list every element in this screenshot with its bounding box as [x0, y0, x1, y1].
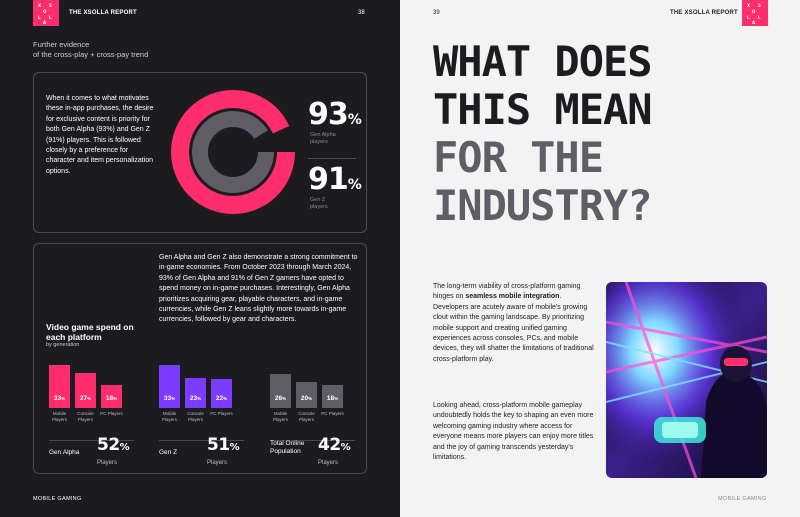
chart-subtitle: by generation [46, 342, 80, 348]
group-total-sub: Players [97, 460, 118, 466]
bar-value-label: 22% [215, 395, 228, 402]
bar-gen-z-2 [211, 379, 232, 408]
stat-divider [308, 158, 356, 159]
footer-label: MOBILE GAMING [33, 496, 82, 502]
category-label: Console Players [77, 411, 94, 422]
ring-chart [171, 90, 295, 214]
xsolla-logo: X S O L L A [33, 0, 59, 26]
bar-total-online-population-1 [296, 382, 317, 408]
motivation-box [33, 72, 367, 233]
bar-value-label: 27% [79, 395, 92, 402]
gen-alpha-label: Gen Alpha players [310, 132, 336, 145]
bar-value-label: 18% [105, 395, 118, 402]
bar-gen-z-1 [185, 378, 206, 408]
group-total: 42% [318, 435, 351, 455]
ring-gen-z [192, 111, 274, 193]
bar-gen-alpha-1 [75, 372, 96, 408]
category-label: Mobile Players [161, 411, 177, 422]
bar-gen-z-0 [159, 365, 180, 408]
gamer-illustration [606, 282, 767, 478]
group-total-sub: Players [318, 460, 339, 466]
in-game-economy-text: Gen Alpha and Gen Z also demonstrate a s… [159, 254, 358, 324]
bar-value-label: 23% [189, 395, 202, 402]
category-label: PC Players [100, 411, 123, 416]
spend-box [33, 243, 367, 474]
outlook-paragraph: Looking ahead, cross-platform mobile gam… [433, 402, 594, 462]
group-divider [270, 440, 355, 441]
group-total: 52% [97, 435, 130, 455]
page-number: 39 [433, 10, 440, 16]
group-divider [159, 440, 244, 441]
gen-z-stat: 91% [308, 162, 362, 197]
category-label: PC Players [210, 411, 233, 416]
bar-gen-alpha-0 [49, 365, 70, 408]
group-total-sub: Players [207, 460, 228, 466]
viability-paragraph: The long-term viability of cross-platfor… [433, 283, 594, 363]
category-label: Console Players [187, 411, 204, 422]
bar-value-label: 18% [326, 395, 339, 402]
chart-title: Video game spend on each platform [46, 322, 134, 342]
report-title: THE XSOLLA REPORT [69, 10, 137, 16]
left-page: X S O L L A THE XSOLLA REPORT 38 Further… [33, 0, 367, 502]
category-label: Mobile Players [272, 411, 288, 422]
section-heading: Further evidence of the cross-play + cro… [33, 40, 149, 59]
headline: WHAT DOES THIS MEAN FOR THE INDUSTRY? [433, 37, 653, 230]
category-label: PC Players [321, 411, 344, 416]
gen-alpha-stat: 93% [308, 97, 362, 132]
group-total: 51% [207, 435, 240, 455]
gen-z-label: Gen Z players [310, 197, 328, 210]
bar-total-online-population-0 [270, 374, 291, 408]
group-divider [49, 440, 134, 441]
page-number: 38 [358, 10, 365, 16]
category-label: Console Players [298, 411, 315, 422]
report-title: THE XSOLLA REPORT [670, 10, 738, 16]
bar-value-label: 33% [163, 395, 176, 402]
bar-value-label: 33% [53, 395, 66, 402]
group-name: Total Online Population [270, 440, 305, 455]
group-name: Gen Z [159, 449, 178, 456]
group-name: Gen Alpha [49, 449, 80, 456]
bar-value-label: 26% [274, 395, 287, 402]
bar-value-label: 20% [300, 395, 313, 402]
intro-text: When it comes to what motivates these in… [46, 95, 154, 175]
bar-total-online-population-2 [322, 384, 343, 408]
ring-gen-alpha [171, 90, 295, 214]
bar-gen-alpha-2 [101, 384, 122, 408]
category-label: Mobile Players [51, 411, 67, 422]
footer-label: MOBILE GAMING [718, 496, 767, 502]
xsolla-logo: X S O L L A [742, 0, 768, 26]
